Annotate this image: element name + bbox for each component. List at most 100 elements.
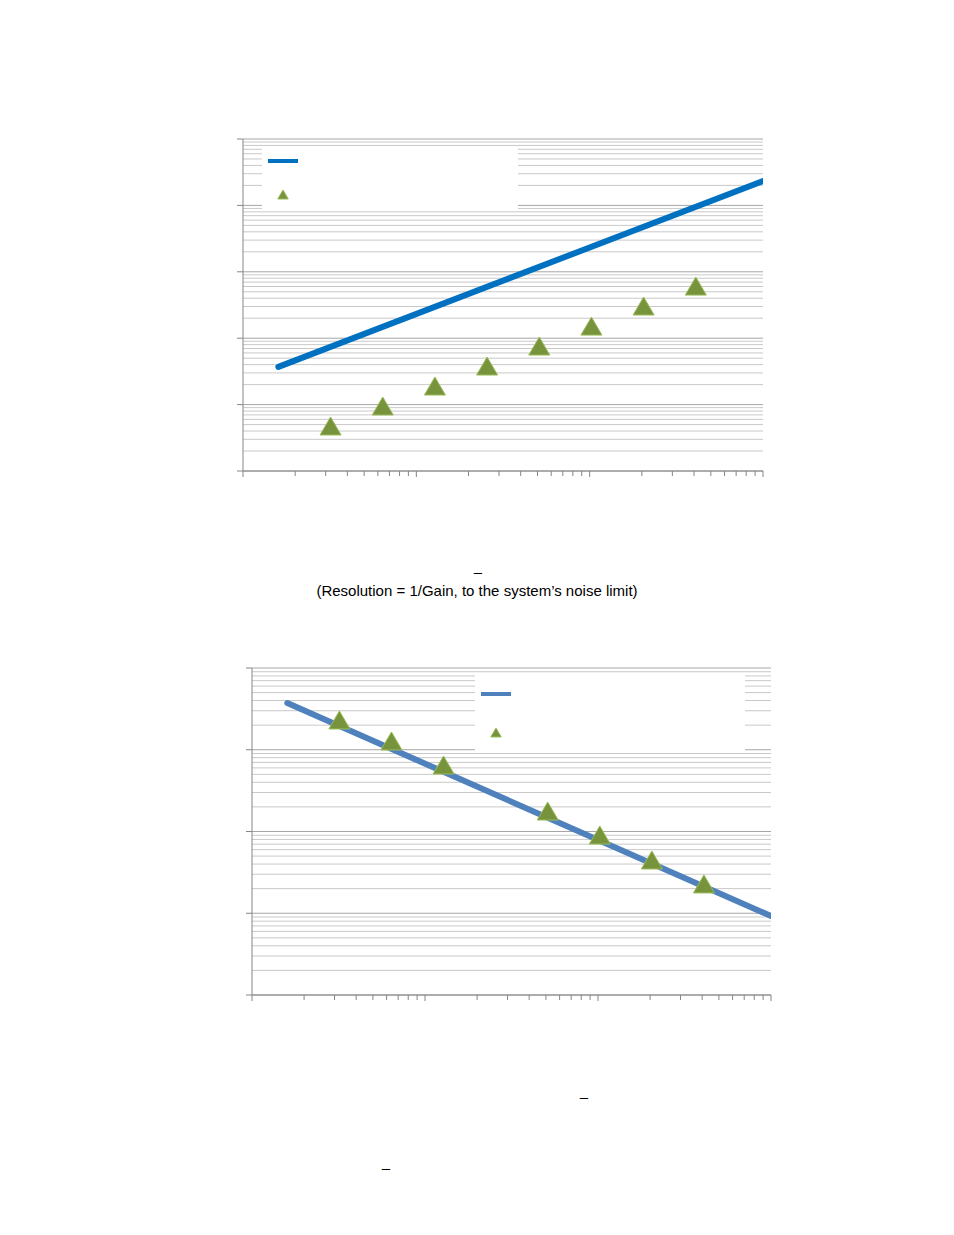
minor-grid-line	[243, 451, 763, 452]
data-point	[433, 756, 454, 774]
x-minor-tick	[408, 471, 409, 476]
x-minor-tick	[295, 471, 296, 476]
x-tick	[416, 471, 417, 477]
x-minor-tick	[386, 995, 387, 1000]
minor-grid-line	[243, 431, 763, 432]
x-minor-tick	[744, 995, 745, 1000]
y-tick	[246, 995, 252, 996]
data-point	[477, 357, 498, 375]
y-tick	[246, 831, 252, 832]
data-point	[329, 711, 350, 729]
x-minor-tick	[718, 995, 719, 1000]
minor-grid-line	[252, 888, 771, 889]
x-minor-tick	[398, 995, 399, 1000]
x-minor-tick	[389, 471, 390, 476]
x-minor-tick	[763, 995, 764, 1000]
x-minor-tick	[572, 471, 573, 476]
minor-grid-line	[252, 970, 771, 971]
minor-grid-line	[252, 849, 771, 850]
grid-line	[243, 471, 763, 472]
legend-box	[262, 148, 518, 210]
x-minor-tick	[581, 995, 582, 1000]
x-minor-tick	[334, 995, 335, 1000]
plot-area	[278, 181, 763, 435]
data-point	[320, 417, 341, 435]
minor-grid-line	[252, 856, 771, 857]
data-line	[278, 181, 763, 367]
grid-line	[243, 139, 763, 140]
x-minor-tick	[304, 995, 305, 1000]
y-tick	[237, 205, 243, 206]
minor-grid-line	[243, 251, 763, 252]
data-point	[529, 337, 550, 355]
x-tick	[243, 471, 244, 477]
x-minor-tick	[347, 471, 348, 476]
x-minor-tick	[702, 995, 703, 1000]
minor-grid-line	[243, 306, 763, 307]
x-minor-tick	[641, 471, 642, 476]
x-minor-tick	[694, 471, 695, 476]
data-point	[581, 317, 602, 335]
data-point	[633, 297, 654, 315]
minor-grid-line	[252, 916, 771, 917]
grid-line	[252, 913, 771, 914]
x-minor-tick	[559, 995, 560, 1000]
x-minor-tick	[356, 995, 357, 1000]
minor-grid-line	[243, 407, 763, 408]
x-tick	[598, 995, 599, 1001]
minor-grid-line	[252, 874, 771, 875]
y-tick	[237, 471, 243, 472]
data-point	[641, 851, 662, 869]
x-minor-tick	[672, 471, 673, 476]
x-minor-tick	[590, 995, 591, 1000]
minor-grid-line	[243, 298, 763, 299]
x-minor-tick	[732, 995, 733, 1000]
minor-grid-line	[243, 414, 763, 415]
x-minor-tick	[477, 995, 478, 1000]
y-axis	[243, 139, 244, 471]
x-minor-tick	[736, 471, 737, 476]
x-minor-tick	[399, 471, 400, 476]
y-tick	[246, 749, 252, 750]
page: –(Resolution = 1/Gain, to the system’s n…	[0, 0, 954, 1235]
grid-line	[243, 404, 763, 405]
x-minor-tick	[571, 995, 572, 1000]
minor-grid-line	[252, 806, 771, 807]
minor-grid-line	[252, 792, 771, 793]
legend	[262, 148, 518, 210]
minor-grid-line	[252, 671, 771, 672]
x-minor-tick	[325, 471, 326, 476]
minor-grid-line	[252, 931, 771, 932]
background	[0, 0, 954, 1235]
minor-grid-line	[252, 835, 771, 836]
minor-grid-line	[252, 864, 771, 865]
y-tick	[237, 338, 243, 339]
x-minor-tick	[754, 995, 755, 1000]
grid-line	[252, 995, 771, 996]
data-point	[372, 397, 393, 415]
data-point	[537, 802, 558, 820]
minor-grid-line	[252, 757, 771, 758]
legend-line	[268, 159, 298, 163]
minor-grid-line	[243, 240, 763, 241]
legend-marker	[491, 728, 502, 737]
caption: –	[382, 1159, 391, 1176]
x-minor-tick	[551, 471, 552, 476]
plot-area	[287, 703, 771, 916]
legend-marker	[278, 190, 289, 199]
minor-grid-line	[243, 215, 763, 216]
minor-grid-line	[252, 921, 771, 922]
data-point	[693, 875, 714, 893]
minor-grid-line	[252, 753, 771, 754]
x-tick	[763, 471, 764, 477]
legend-line	[481, 692, 511, 696]
minor-grid-line	[243, 220, 763, 221]
x-minor-tick	[650, 995, 651, 1000]
y-tick	[237, 139, 243, 140]
data-point	[589, 826, 610, 844]
x-minor-tick	[468, 471, 469, 476]
y-tick	[237, 271, 243, 272]
minor-grid-line	[243, 142, 763, 143]
grid-line	[243, 338, 763, 339]
x-axis	[252, 995, 771, 996]
